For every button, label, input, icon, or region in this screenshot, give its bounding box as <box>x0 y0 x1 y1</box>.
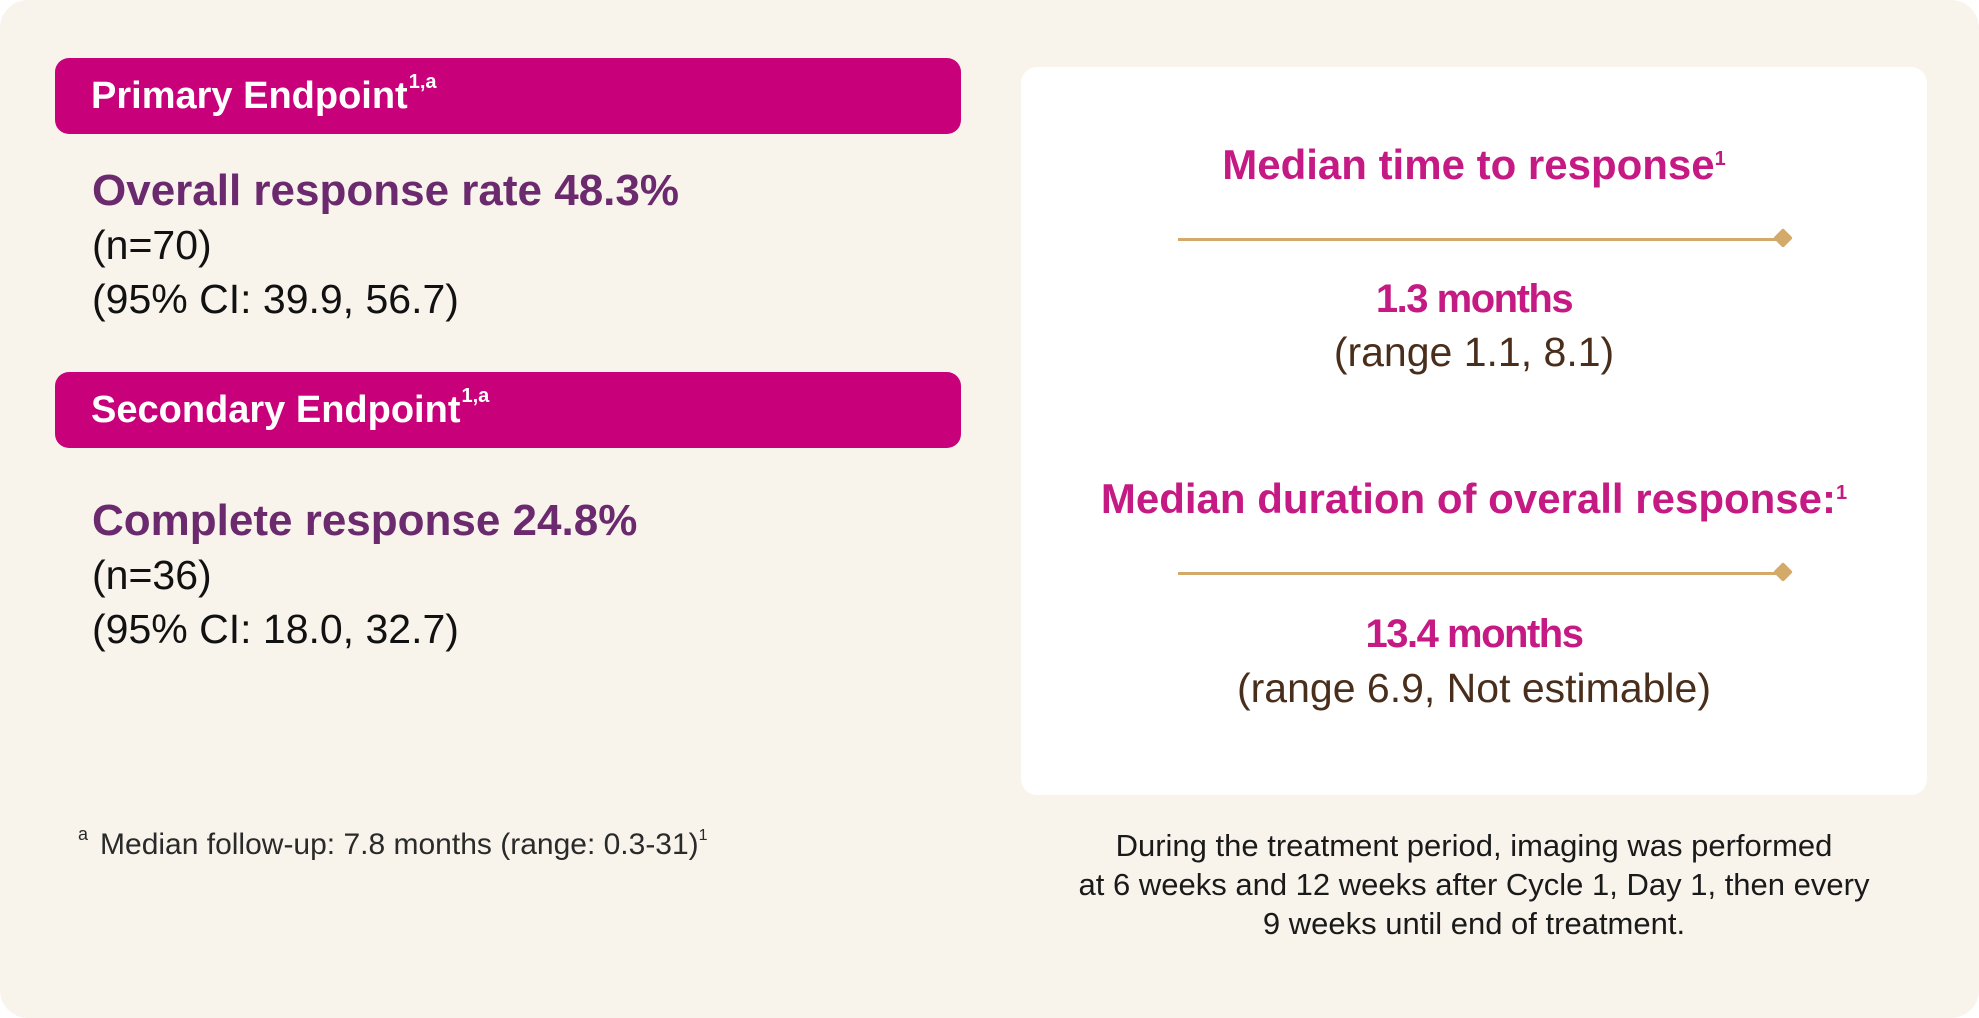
overall-response-rate-title: Overall response rate 48.3% <box>92 166 679 215</box>
diamond-icon <box>1773 562 1793 582</box>
median-time-range: (range 1.1, 8.1) <box>1333 329 1615 375</box>
footnote-superscript: 1 <box>698 827 708 844</box>
median-duration-range: (range 6.9, Not estimable) <box>1236 665 1711 711</box>
median-duration-value: 13.4 months <box>1365 612 1584 656</box>
imaging-note-line: at 6 weeks and 12 weeks after Cycle 1, D… <box>1078 867 1870 902</box>
overall-response-ci: (95% CI: 39.9, 56.7) <box>92 276 459 322</box>
primary-endpoint-result: Overall response rate 48.3% (n=70) (95% … <box>92 164 679 326</box>
secondary-endpoint-superscript: 1,a <box>461 384 490 407</box>
median-duration-superscript: 1 <box>1836 482 1848 504</box>
follow-up-footnote: a Median follow-up: 7.8 months (range: 0.… <box>78 824 708 862</box>
median-duration-divider <box>1178 562 1793 582</box>
complete-response-n: (n=36) <box>92 552 212 598</box>
footnote-text: Median follow-up: 7.8 months (range: 0.3… <box>100 828 699 861</box>
median-time-superscript: 1 <box>1714 148 1726 170</box>
diamond-icon <box>1773 228 1793 248</box>
median-time-value: 1.3 months <box>1375 277 1574 321</box>
imaging-note-line: During the treatment period, imaging was… <box>1115 828 1833 863</box>
median-duration-title-text: Median duration of overall response: <box>1100 475 1836 522</box>
median-duration-title: Median duration of overall response:1 <box>1021 475 1927 523</box>
complete-response-ci: (95% CI: 18.0, 32.7) <box>92 606 459 652</box>
complete-response-title: Complete response 24.8% <box>92 496 638 545</box>
median-time-divider <box>1178 228 1793 248</box>
imaging-note: During the treatment period, imaging was… <box>1021 826 1927 943</box>
primary-endpoint-label: Primary Endpoint <box>91 74 408 117</box>
overall-response-n: (n=70) <box>92 222 212 268</box>
secondary-endpoint-label: Secondary Endpoint <box>91 388 461 431</box>
primary-endpoint-superscript: 1,a <box>408 70 437 93</box>
median-time-title: Median time to response1 <box>1021 141 1927 189</box>
footnote-marker: a <box>78 824 89 844</box>
median-time-title-text: Median time to response <box>1222 141 1715 188</box>
secondary-endpoint-banner: Secondary Endpoint 1,a <box>55 372 961 448</box>
imaging-note-line: 9 weeks until end of treatment. <box>1262 906 1686 941</box>
secondary-endpoint-result: Complete response 24.8% (n=36) (95% CI: … <box>92 494 637 656</box>
median-panel: Median time to response1 1.3 months (ran… <box>1021 67 1927 795</box>
primary-endpoint-banner: Primary Endpoint 1,a <box>55 58 961 134</box>
